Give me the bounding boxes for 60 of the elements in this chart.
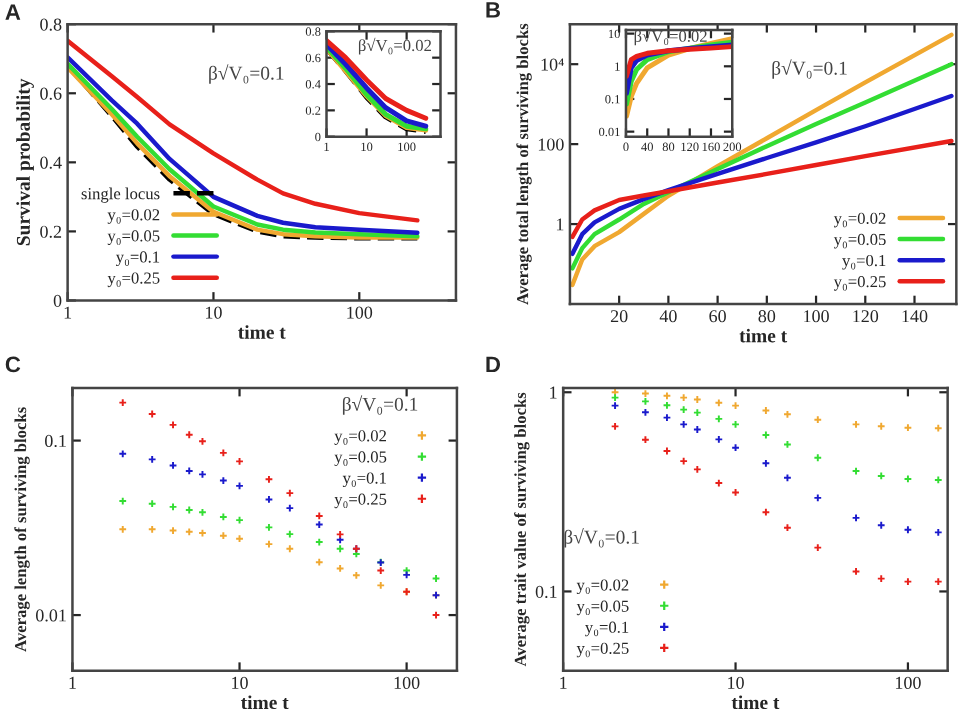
legend-label: y₀=0.25 [576, 642, 629, 658]
y-tick-label: 0.1 [45, 434, 66, 448]
x-axis-title: time t [240, 695, 289, 710]
y-tick-label: 0.6 [40, 87, 62, 100]
x-tick-label: 60 [709, 310, 726, 323]
annotation: β√V₀=0.1 [342, 395, 418, 415]
x-tick-label: 10 [728, 676, 744, 689]
y-tick-label: 10⁴ [541, 58, 564, 71]
x-tick-label: 100 [804, 310, 829, 323]
legend-label: y₀=0.1 [585, 621, 629, 637]
legend-label: y₀=0.1 [842, 254, 886, 270]
x-tick-label: 120 [853, 310, 879, 323]
x-axis-title: time t [739, 328, 788, 343]
y-tick-label: 0.1 [535, 585, 557, 598]
y-tick-label: 0.01 [35, 609, 66, 622]
y-tick-label: 0.2 [40, 225, 62, 238]
y-axis-title: Survival probability [16, 78, 34, 246]
chart-title: A [5, 4, 21, 20]
legend-label: y₀=0.05 [576, 600, 629, 616]
annotation: β√V₀=0.1 [209, 64, 284, 84]
legend-label: y₀=0.02 [833, 212, 886, 228]
x-tick-label: 10 [206, 306, 222, 319]
x-axis-title: time t [731, 695, 780, 710]
x-tick-label: 100 [347, 306, 373, 319]
x-tick-label: 100 [895, 676, 921, 689]
annotation: β√V₀=0.1 [564, 528, 639, 548]
legend-label: y₀=0.05 [833, 233, 886, 249]
legend-label: y₀=0.1 [115, 251, 160, 267]
y-axis-title: Average length of surviving blocks [14, 407, 30, 652]
chart-title: D [486, 356, 501, 373]
legend-label: y₀=0.02 [334, 430, 386, 445]
y-axis-title: Average trait value of surviving blocks [514, 392, 530, 667]
y-tick-label: 1 [550, 386, 557, 399]
y-tick-label: 1 [556, 218, 564, 231]
x-tick-label: 20 [610, 310, 628, 323]
legend-label: y₀=0.1 [342, 472, 386, 488]
y-tick-label: 0 [53, 294, 62, 307]
y-tick-label: 0.8 [40, 18, 62, 31]
chart-title: C [5, 356, 21, 373]
x-tick-label: 140 [902, 310, 928, 323]
annotation: β√V₀=0.02 [358, 37, 431, 55]
x-axis-title: time t [238, 325, 286, 339]
chart-title: B [486, 2, 500, 18]
x-tick-label: 10 [232, 676, 248, 689]
x-tick-label: 40 [659, 310, 677, 323]
legend-label: y₀=0.25 [107, 272, 160, 288]
annotation: β√V₀=0.02 [634, 28, 707, 46]
legend-label: y₀=0.25 [334, 493, 387, 509]
legend-label: y₀=0.25 [833, 276, 886, 291]
legend-label: y₀=0.02 [107, 209, 160, 224]
x-tick-label: 80 [758, 310, 776, 323]
y-tick-label: 0.4 [40, 156, 62, 169]
x-tick-label: 100 [394, 676, 420, 689]
y-axis-title: Average total length of surviving blocks [516, 23, 532, 305]
x-tick-label: 1 [69, 676, 76, 689]
legend-label: y₀=0.05 [107, 230, 160, 245]
legend-label: y₀=0.05 [334, 451, 387, 466]
legend-label: single locus [81, 187, 160, 203]
annotation: β√V₀=0.1 [772, 59, 847, 79]
legend-label: y₀=0.02 [576, 579, 629, 595]
